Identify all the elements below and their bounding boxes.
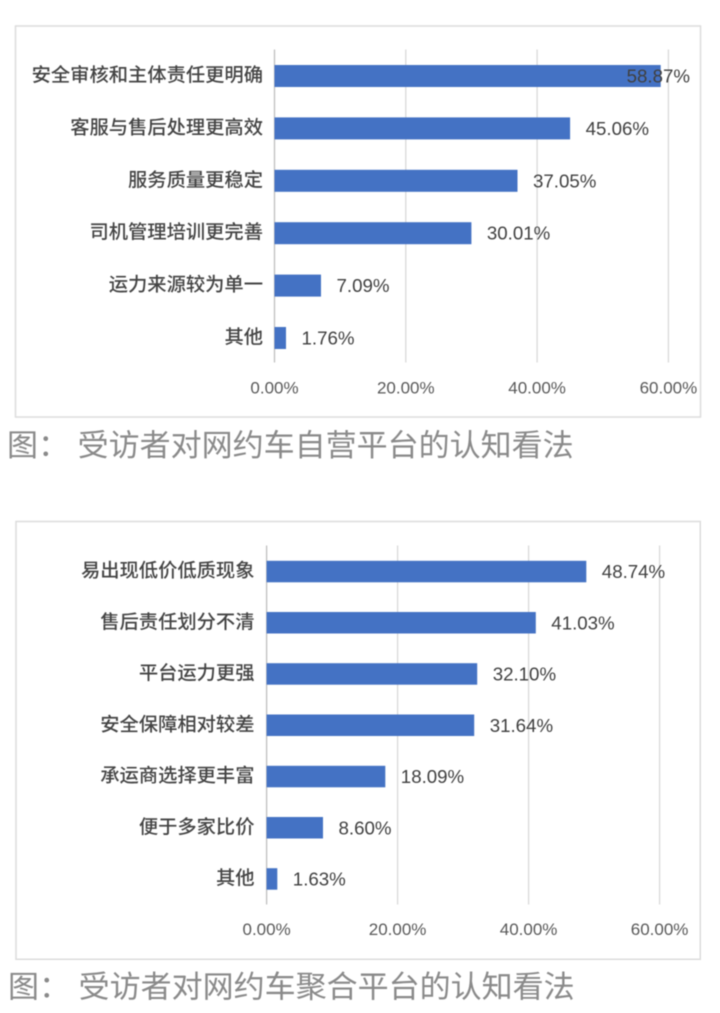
svg-text:48.74%: 48.74%	[602, 561, 665, 582]
svg-text:图： 受访者对网约车自营平台的认知看法: 图： 受访者对网约车自营平台的认知看法	[7, 428, 574, 463]
svg-text:18.09%: 18.09%	[401, 766, 464, 787]
svg-text:20.00%: 20.00%	[369, 920, 427, 939]
svg-text:60.00%: 60.00%	[631, 920, 689, 939]
svg-text:1.76%: 1.76%	[302, 328, 355, 349]
svg-text:安全保障相对较差: 安全保障相对较差	[100, 714, 254, 736]
svg-text:60.00%: 60.00%	[640, 379, 698, 398]
svg-text:30.01%: 30.01%	[487, 223, 550, 244]
svg-text:服务质量更稳定: 服务质量更稳定	[128, 169, 263, 191]
svg-text:37.05%: 37.05%	[533, 170, 596, 191]
svg-text:7.09%: 7.09%	[337, 275, 390, 296]
svg-text:0.00%: 0.00%	[242, 920, 290, 939]
svg-text:便于多家比价: 便于多家比价	[139, 816, 255, 838]
svg-text:安全审核和主体责任更明确: 安全审核和主体责任更明确	[32, 65, 263, 87]
svg-text:易出现低价低质现象: 易出现低价低质现象	[81, 560, 255, 582]
svg-text:20.00%: 20.00%	[377, 379, 435, 398]
svg-text:图： 受访者对网约车聚合平台的认知看法: 图： 受访者对网约车聚合平台的认知看法	[8, 970, 575, 1005]
svg-text:45.06%: 45.06%	[586, 118, 649, 139]
svg-text:41.03%: 41.03%	[551, 612, 614, 633]
svg-text:1.63%: 1.63%	[293, 869, 346, 890]
svg-text:客服与售后处理更高效: 客服与售后处理更高效	[70, 117, 263, 139]
svg-text:31.64%: 31.64%	[490, 715, 553, 736]
svg-text:承运商选择更丰富: 承运商选择更丰富	[100, 765, 254, 787]
svg-text:40.00%: 40.00%	[508, 379, 566, 398]
svg-text:58.87%: 58.87%	[627, 66, 690, 87]
svg-text:运力来源较为单一: 运力来源较为单一	[109, 274, 263, 296]
svg-text:32.10%: 32.10%	[493, 664, 556, 685]
svg-text:售后责任划分不清: 售后责任划分不清	[100, 611, 254, 633]
svg-text:40.00%: 40.00%	[500, 920, 558, 939]
svg-text:0.00%: 0.00%	[250, 379, 298, 398]
svg-text:司机管理培训更完善: 司机管理培训更完善	[89, 222, 263, 244]
svg-text:平台运力更强: 平台运力更强	[139, 663, 255, 685]
svg-text:8.60%: 8.60%	[339, 817, 392, 838]
svg-text:其他: 其他	[224, 327, 263, 349]
svg-text:其他: 其他	[216, 868, 255, 890]
